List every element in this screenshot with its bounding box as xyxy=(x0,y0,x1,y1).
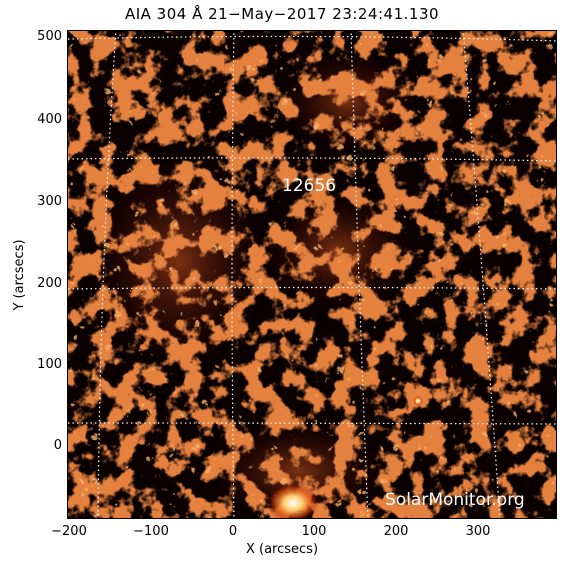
x-tick-label: −200 xyxy=(51,524,87,539)
y-tick-label: 500 xyxy=(37,29,62,44)
y-tick-label: 0 xyxy=(53,438,62,453)
y-tick-label: 100 xyxy=(37,357,62,372)
x-axis-label: X (arcsecs) xyxy=(245,542,319,557)
bright-region xyxy=(267,483,319,518)
y-axis-label: Y (arcsecs) xyxy=(12,239,27,311)
x-tick-label: 100 xyxy=(301,524,327,539)
bright-point xyxy=(413,396,423,406)
y-tick-label: 300 xyxy=(37,194,62,209)
x-tick-label: −100 xyxy=(133,524,169,539)
y-tick-label: 400 xyxy=(37,112,62,127)
x-tick-label: 200 xyxy=(383,524,409,539)
watermark: SolarMonitor.org xyxy=(385,490,525,510)
solar-image-frame xyxy=(67,30,557,519)
y-tick-label: 200 xyxy=(37,276,62,291)
coordinate-grid xyxy=(68,31,556,518)
x-tick-label: 300 xyxy=(465,524,491,539)
active-region-label: 12656 xyxy=(282,176,337,196)
x-tick-label: 0 xyxy=(228,524,238,539)
solar-image xyxy=(68,31,556,518)
image-title: AIA 304 Å 21−May−2017 23:24:41.130 xyxy=(124,5,440,23)
